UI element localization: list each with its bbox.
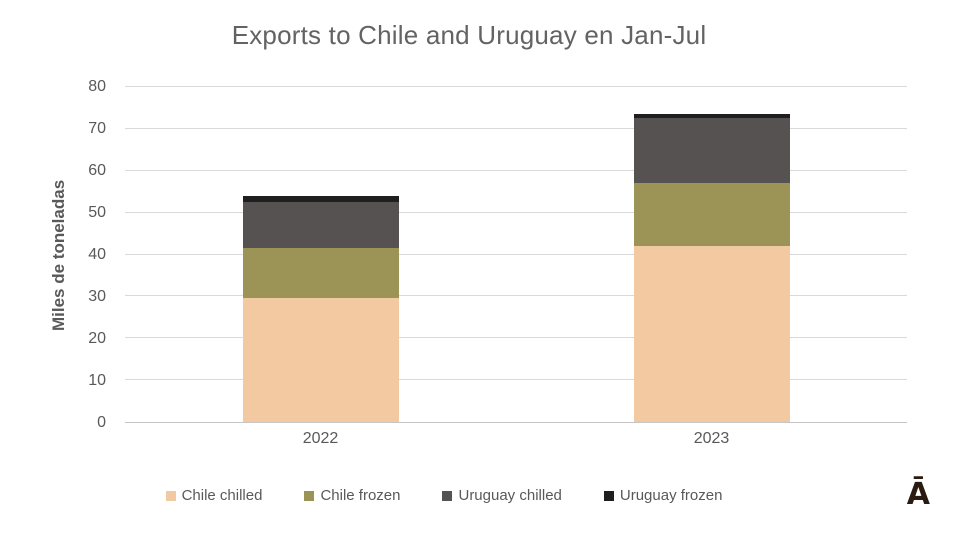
bar-segment-uruguay-frozen-2023 [633,114,790,119]
legend-swatch-chile-chilled [165,490,176,501]
legend-swatch-chile-frozen [304,490,315,501]
bar-segment-uruguay-chilled-2022 [242,202,399,249]
x-tick-label: 2022 [302,430,339,447]
bar-segment-chile-frozen-2023 [633,183,790,247]
bar-segment-chile-frozen-2022 [242,248,399,299]
y-tick-label: 50 [88,204,106,221]
bar-segment-chile-chilled-2022 [242,298,399,422]
gridline [125,169,907,171]
y-tick-label: 70 [88,120,106,137]
bar-segment-uruguay-frozen-2022 [242,195,399,203]
gridline [125,337,907,339]
stacked-bar-2022 [242,87,399,422]
legend-item-uruguay-chilled: Uruguay chilled [442,487,562,504]
legend-label: Uruguay chilled [458,487,562,504]
legend-item-chile-chilled: Chile chilled [165,487,263,504]
bar-segment-chile-chilled-2023 [633,246,790,422]
bar-segment-uruguay-chilled-2023 [633,118,790,184]
legend: Chile chilled Chile frozen Uruguay chilled… [0,487,888,504]
stacked-bar-2023 [633,87,790,422]
y-tick-label: 0 [97,414,106,431]
x-axis-tick-labels: 2022 2023 [125,430,907,452]
y-axis-tick-labels: 0 10 20 30 40 50 60 70 80 [60,78,112,431]
legend-label: Uruguay frozen [619,487,723,504]
gridline [125,379,907,381]
gridline [125,127,907,129]
legend-label: Chile frozen [320,487,401,504]
x-tick-label: 2023 [693,430,730,447]
chart-title: Exports to Chile and Uruguay en Jan-Jul [231,20,707,50]
y-tick-label: 60 [88,162,106,179]
legend-item-uruguay-frozen: Uruguay frozen [603,487,723,504]
gridline [125,86,907,87]
y-tick-label: 30 [88,288,106,305]
gridline [125,295,907,297]
legend-swatch-uruguay-chilled [442,490,453,501]
y-tick-label: 80 [88,78,106,95]
logo-mark: Ā [906,477,930,512]
gridline [125,253,907,255]
plot-area [125,86,907,423]
legend-swatch-uruguay-frozen [603,490,614,501]
y-tick-label: 40 [88,246,106,263]
y-tick-label: 10 [88,372,106,389]
legend-label: Chile chilled [181,487,263,504]
legend-item-chile-frozen: Chile frozen [304,487,400,504]
gridline [125,211,907,213]
y-tick-label: 20 [88,330,106,347]
